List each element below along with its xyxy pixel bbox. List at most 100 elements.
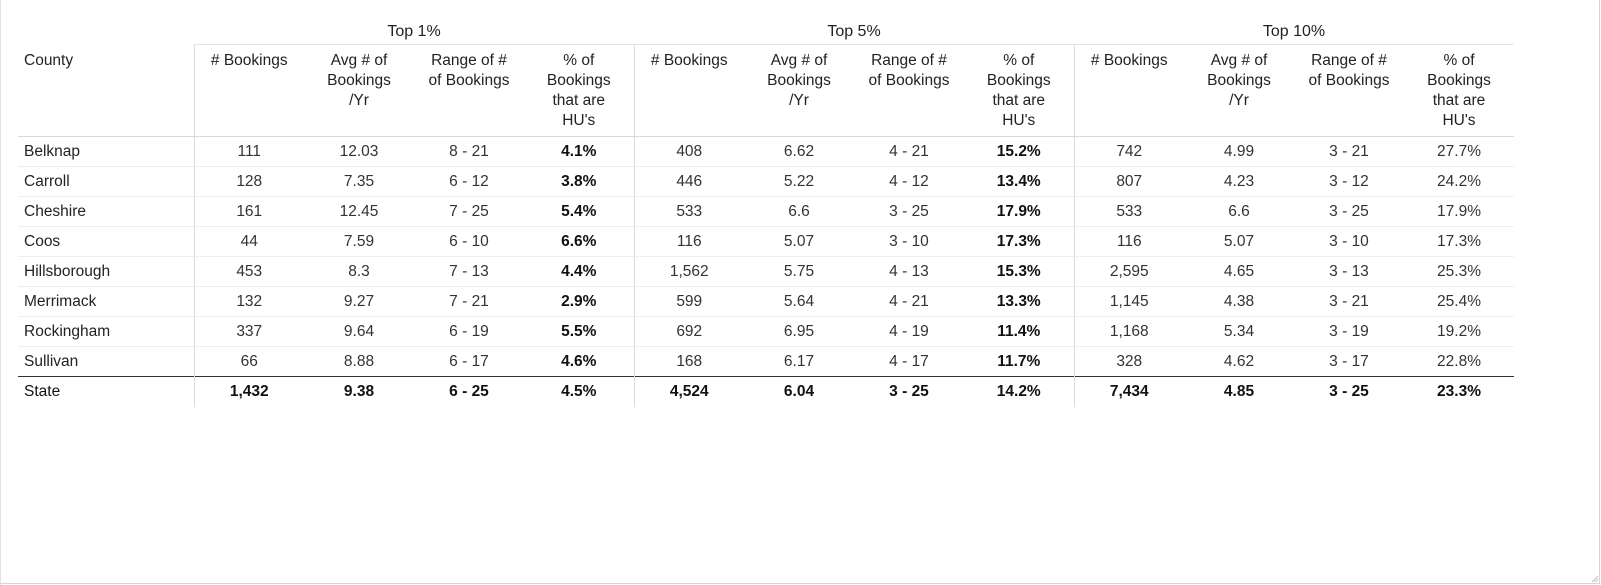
cell-bookings[interactable]: 116	[633, 226, 744, 257]
cell-range-of-bookings[interactable]: 6 - 10	[414, 226, 524, 257]
cell-pct-bookings-hu[interactable]: 4.1%	[524, 136, 634, 167]
cell-range-of-bookings[interactable]: 3 - 21	[1294, 136, 1404, 167]
cell-bookings[interactable]: 44	[193, 226, 304, 257]
table-row[interactable]: Cheshire 161 12.45 7 - 25 5.4% 533 6.6 3 - 25 17…	[18, 196, 1515, 227]
cell-pct-bookings-hu[interactable]: 13.4%	[964, 166, 1074, 197]
cell-bookings[interactable]: 533	[633, 196, 744, 227]
column-header-pct-bookings-hu[interactable]: % of Bookings that are HU's	[1404, 44, 1515, 137]
state-total-row[interactable]: State 1,432 9.38 6 - 25 4.5% 4,524 6.04 3 - 25 1…	[18, 376, 1515, 407]
cell-bookings[interactable]: 111	[193, 136, 304, 167]
cell-bookings[interactable]: 533	[1073, 196, 1184, 227]
cell-pct-bookings-hu[interactable]: 14.2%	[964, 376, 1074, 407]
cell-pct-bookings-hu[interactable]: 25.4%	[1404, 286, 1515, 317]
column-header-avg-bookings-per-year[interactable]: Avg # of Bookings/Yr	[1184, 44, 1294, 137]
cell-pct-bookings-hu[interactable]: 25.3%	[1404, 256, 1515, 287]
cell-pct-bookings-hu[interactable]: 4.5%	[524, 376, 634, 407]
cell-range-of-bookings[interactable]: 3 - 17	[1329, 352, 1369, 370]
cell-avg-bookings-per-year[interactable]: 6.6	[744, 196, 854, 227]
column-header-pct-bookings-hu[interactable]: % of Bookings that are HU's	[964, 44, 1074, 137]
cell-range-of-bookings[interactable]: 4 - 12	[854, 166, 964, 197]
cell-range-of-bookings[interactable]: 3 - 10	[854, 226, 964, 257]
cell-avg-bookings-per-year[interactable]: 12.45	[304, 196, 414, 227]
cell-bookings[interactable]: 807	[1073, 166, 1184, 197]
cell-pct-bookings-hu[interactable]: 2.9%	[524, 286, 634, 317]
cell-range-of-bookings[interactable]: 3 - 19	[1294, 316, 1404, 347]
cell-avg-bookings-per-year[interactable]: 4.85	[1184, 376, 1294, 407]
cell-avg-bookings-per-year[interactable]: 5.07	[744, 226, 854, 257]
table-row[interactable]: Rockingham 337 9.64 6 - 19 5.5% 692 6.95 4 - 19…	[18, 316, 1515, 347]
cell-avg-bookings-per-year[interactable]: 6.6	[1184, 196, 1294, 227]
cell-bookings[interactable]: 128	[193, 166, 304, 197]
group-header-top-5[interactable]: Top 5%	[634, 20, 1074, 45]
cell-pct-bookings-hu[interactable]: 27.7%	[1404, 136, 1515, 167]
cell-pct-bookings-hu[interactable]: 15.2%	[964, 136, 1074, 167]
cell-bookings[interactable]: 742	[1073, 136, 1184, 167]
cell-range-of-bookings[interactable]: 3 - 25	[854, 376, 964, 407]
table-row[interactable]: Hillsborough 453 8.3 7 - 13 4.4% 1,562 5.75 4 -…	[18, 256, 1515, 287]
county-cell[interactable]: Coos	[18, 226, 194, 257]
cell-range-of-bookings[interactable]: 7 - 21	[414, 286, 524, 317]
cell-range-of-bookings[interactable]: 3 - 21	[1294, 286, 1404, 317]
column-header-range-of-bookings[interactable]: Range of # of Bookings	[414, 44, 524, 137]
county-cell[interactable]: Cheshire	[18, 196, 194, 227]
cell-avg-bookings-per-year[interactable]: 7.59	[304, 226, 414, 257]
table-row[interactable]: Belknap 111 12.03 8 - 21 4.1% 408 6.62 4 - 21 15…	[18, 136, 1515, 167]
table-row[interactable]: Merrimack 132 9.27 7 - 21 2.9% 599 5.64 4 - 21 1…	[18, 286, 1515, 317]
cell-range-of-bookings[interactable]: 3 - 25	[1294, 376, 1404, 407]
cell-range-of-bookings[interactable]: 4 - 13	[854, 256, 964, 287]
cell-pct-bookings-hu[interactable]: 23.3%	[1404, 376, 1515, 407]
cell-avg-bookings-per-year[interactable]: 4.38	[1184, 286, 1294, 317]
cell-avg-bookings-per-year[interactable]: 4.65	[1184, 256, 1294, 287]
column-header-county[interactable]: County	[18, 44, 194, 137]
cell-range-of-bookings[interactable]: 4 - 19	[854, 316, 964, 347]
cell-bookings[interactable]: 599	[633, 286, 744, 317]
cell-avg-bookings-per-year[interactable]: 8.88	[343, 352, 375, 370]
cell-pct-bookings-hu[interactable]: 11.7%	[997, 352, 1041, 370]
column-header-avg-bookings-per-year[interactable]: Avg # of Bookings/Yr	[304, 44, 414, 137]
county-cell[interactable]: Merrimack	[18, 286, 194, 317]
county-cell[interactable]: Rockingham	[18, 316, 194, 347]
cell-range-of-bookings[interactable]: 3 - 25	[854, 196, 964, 227]
cell-bookings[interactable]: 337	[193, 316, 304, 347]
cell-range-of-bookings[interactable]: 8 - 21	[414, 136, 524, 167]
cell-avg-bookings-per-year[interactable]: 12.03	[304, 136, 414, 167]
cell-avg-bookings-per-year[interactable]: 5.22	[744, 166, 854, 197]
cell-bookings[interactable]: 453	[193, 256, 304, 287]
cell-range-of-bookings[interactable]: 6 - 25	[414, 376, 524, 407]
group-header-top-1[interactable]: Top 1%	[194, 20, 634, 45]
cell-bookings[interactable]: 446	[633, 166, 744, 197]
cell-avg-bookings-per-year[interactable]: 4.62	[1223, 352, 1255, 370]
cell-avg-bookings-per-year[interactable]: 9.27	[304, 286, 414, 317]
cell-bookings[interactable]: 116	[1073, 226, 1184, 257]
county-cell[interactable]: Carroll	[18, 166, 194, 197]
cell-avg-bookings-per-year[interactable]: 4.23	[1184, 166, 1294, 197]
cell-pct-bookings-hu[interactable]: 11.4%	[964, 316, 1074, 347]
cell-bookings[interactable]: 1,168	[1073, 316, 1184, 347]
cell-pct-bookings-hu[interactable]: 17.9%	[964, 196, 1074, 227]
cell-pct-bookings-hu[interactable]: 4.4%	[524, 256, 634, 287]
cell-avg-bookings-per-year[interactable]: 6.04	[744, 376, 854, 407]
cell-pct-bookings-hu[interactable]: 5.4%	[524, 196, 634, 227]
cell-avg-bookings-per-year[interactable]: 5.64	[744, 286, 854, 317]
cell-bookings[interactable]: 4,524	[633, 376, 744, 407]
cell-avg-bookings-per-year[interactable]: 6.62	[744, 136, 854, 167]
cell-range-of-bookings[interactable]: 4 - 17	[889, 352, 929, 370]
group-header-top-10[interactable]: Top 10%	[1074, 20, 1515, 45]
cell-avg-bookings-per-year[interactable]: 7.35	[304, 166, 414, 197]
cell-range-of-bookings[interactable]: 4 - 21	[854, 286, 964, 317]
cell-bookings[interactable]: 7,434	[1073, 376, 1184, 407]
cell-range-of-bookings[interactable]: 7 - 25	[414, 196, 524, 227]
cell-avg-bookings-per-year[interactable]: 6.17	[783, 352, 815, 370]
cell-pct-bookings-hu[interactable]: 6.6%	[524, 226, 634, 257]
cell-avg-bookings-per-year[interactable]: 9.38	[304, 376, 414, 407]
cell-range-of-bookings[interactable]: 6 - 17	[449, 352, 489, 370]
cell-avg-bookings-per-year[interactable]: 5.75	[744, 256, 854, 287]
county-cell[interactable]: State	[18, 376, 194, 407]
cell-range-of-bookings[interactable]: 3 - 12	[1294, 166, 1404, 197]
cell-avg-bookings-per-year[interactable]: 4.99	[1184, 136, 1294, 167]
cell-avg-bookings-per-year[interactable]: 5.34	[1184, 316, 1294, 347]
cell-bookings[interactable]: 2,595	[1073, 256, 1184, 287]
cell-range-of-bookings[interactable]: 3 - 10	[1294, 226, 1404, 257]
table-row[interactable]: Coos 44 7.59 6 - 10 6.6% 116 5.07 3 - 10 17.3% 11…	[18, 226, 1515, 257]
cell-range-of-bookings[interactable]: 3 - 25	[1294, 196, 1404, 227]
